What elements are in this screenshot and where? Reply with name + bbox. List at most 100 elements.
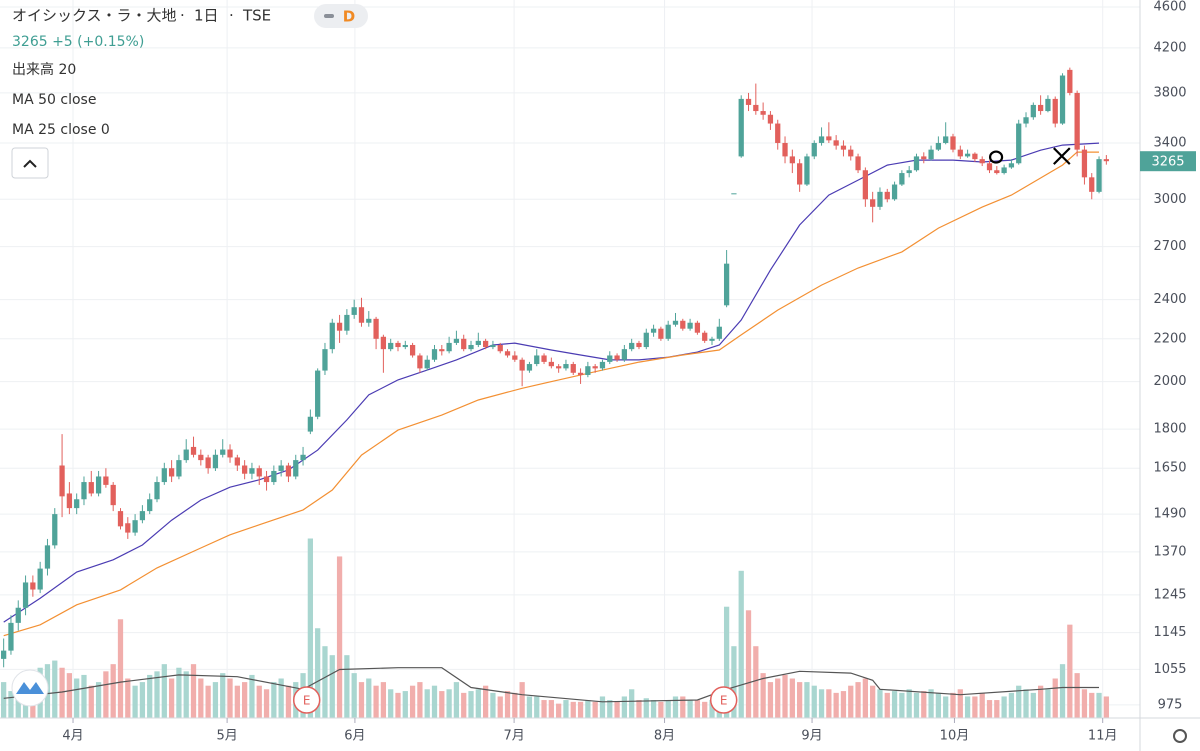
volume-bar xyxy=(190,664,197,718)
candle-body xyxy=(1016,123,1022,164)
candle-body xyxy=(132,520,138,533)
candle-body xyxy=(475,340,481,345)
volume-bar xyxy=(1,682,7,718)
volume-bar xyxy=(125,678,131,718)
candle-body xyxy=(125,523,131,533)
candle-body xyxy=(285,465,292,477)
candle-body xyxy=(753,104,759,112)
volume-bar xyxy=(336,556,343,718)
badge[interactable]: D xyxy=(343,8,355,26)
cross-marker xyxy=(1053,147,1071,165)
volume-bar xyxy=(380,682,387,718)
volume-bar xyxy=(388,689,394,718)
candle-body xyxy=(22,582,29,608)
settings[interactable] xyxy=(1173,729,1187,743)
logo-icon xyxy=(16,682,44,694)
candle-body xyxy=(928,149,934,160)
x-tick-label: 9月 xyxy=(801,729,822,744)
candle-body xyxy=(972,153,978,160)
volume-bar xyxy=(344,655,350,718)
y-tick-label: 1800 xyxy=(1153,422,1186,437)
candle-body xyxy=(650,328,657,333)
volume-bar xyxy=(862,678,868,718)
volume-bar xyxy=(913,692,920,718)
volume-bar xyxy=(263,689,270,718)
candle-body xyxy=(395,342,401,348)
candle-body xyxy=(409,344,416,356)
badge-bg[interactable] xyxy=(314,4,368,28)
volume-bar xyxy=(315,628,321,718)
candle-body xyxy=(1023,117,1029,124)
volume-bar xyxy=(519,682,525,718)
volume-bar xyxy=(66,673,73,718)
logo xyxy=(11,669,49,707)
volume-bar xyxy=(1067,624,1073,718)
candle-body xyxy=(665,324,671,339)
candle-body xyxy=(497,344,503,352)
volume-bar xyxy=(1037,685,1044,718)
volume-bar xyxy=(249,674,255,718)
candle-body xyxy=(44,545,51,569)
candle-layer xyxy=(1,67,1109,668)
volume-bar xyxy=(132,685,138,718)
volume-bar xyxy=(1023,689,1029,718)
volume-bar xyxy=(702,701,708,718)
volume-bar xyxy=(1001,696,1007,718)
y-tick-label: 2200 xyxy=(1153,331,1186,346)
candle-body xyxy=(300,454,306,461)
volume-bar xyxy=(431,685,438,718)
volume-bar xyxy=(205,685,211,718)
badge-icon xyxy=(324,14,334,18)
candle-body xyxy=(212,454,219,469)
y-tick-label: 2400 xyxy=(1153,292,1186,307)
candle-body xyxy=(66,493,73,509)
y-tick-label: 2000 xyxy=(1153,374,1186,389)
last-price-label: 3265 xyxy=(1151,155,1184,170)
volume-bar xyxy=(139,682,146,718)
volume-bar xyxy=(351,673,357,718)
y-tick-label: 1490 xyxy=(1153,507,1186,522)
candle-body xyxy=(716,326,722,339)
candle-body xyxy=(519,359,525,371)
candle-body xyxy=(913,156,920,171)
volume-bar xyxy=(1016,685,1022,718)
candle-body xyxy=(943,136,949,143)
candle-body xyxy=(344,314,350,331)
collapse-button[interactable] xyxy=(11,147,49,179)
ma-line xyxy=(3,142,1100,623)
volume-bar xyxy=(760,673,766,718)
candle-body xyxy=(658,328,664,339)
candle-body xyxy=(672,320,679,325)
volume-bar xyxy=(373,685,379,718)
legend: オイシックス・ラ・大地 · 1日 · TSE D 3265 +5 (+0.15%… xyxy=(11,4,368,179)
candle-body xyxy=(818,136,825,143)
candle-body xyxy=(242,465,248,474)
volume-bar xyxy=(1074,673,1080,718)
candle-body xyxy=(979,159,985,164)
gear-icon[interactable] xyxy=(1173,729,1187,743)
candle-body xyxy=(329,322,335,350)
volume-bar xyxy=(417,682,423,718)
candle-body xyxy=(636,342,642,348)
candle-body xyxy=(8,622,14,651)
volume-bar xyxy=(738,570,744,718)
ma-label: MA 25 close 0 xyxy=(12,122,110,138)
volume-bar xyxy=(585,700,591,718)
candle-body xyxy=(775,123,781,143)
volume-bar xyxy=(650,700,657,718)
volume-bar xyxy=(526,696,533,718)
candle-body xyxy=(840,145,847,150)
candle-body xyxy=(1089,177,1095,192)
volume-bar xyxy=(826,689,832,718)
x-tick-label: 7月 xyxy=(503,729,524,744)
interval: 1日 xyxy=(194,7,219,25)
volume-bar xyxy=(723,606,730,718)
candle-body xyxy=(906,170,912,174)
event-label: E xyxy=(303,694,311,708)
candle-body xyxy=(37,568,43,590)
candle-body xyxy=(74,499,80,509)
y-tick-label: 1245 xyxy=(1153,587,1186,602)
y-tick-label: 4600 xyxy=(1153,0,1186,14)
volume-bar xyxy=(964,696,971,718)
